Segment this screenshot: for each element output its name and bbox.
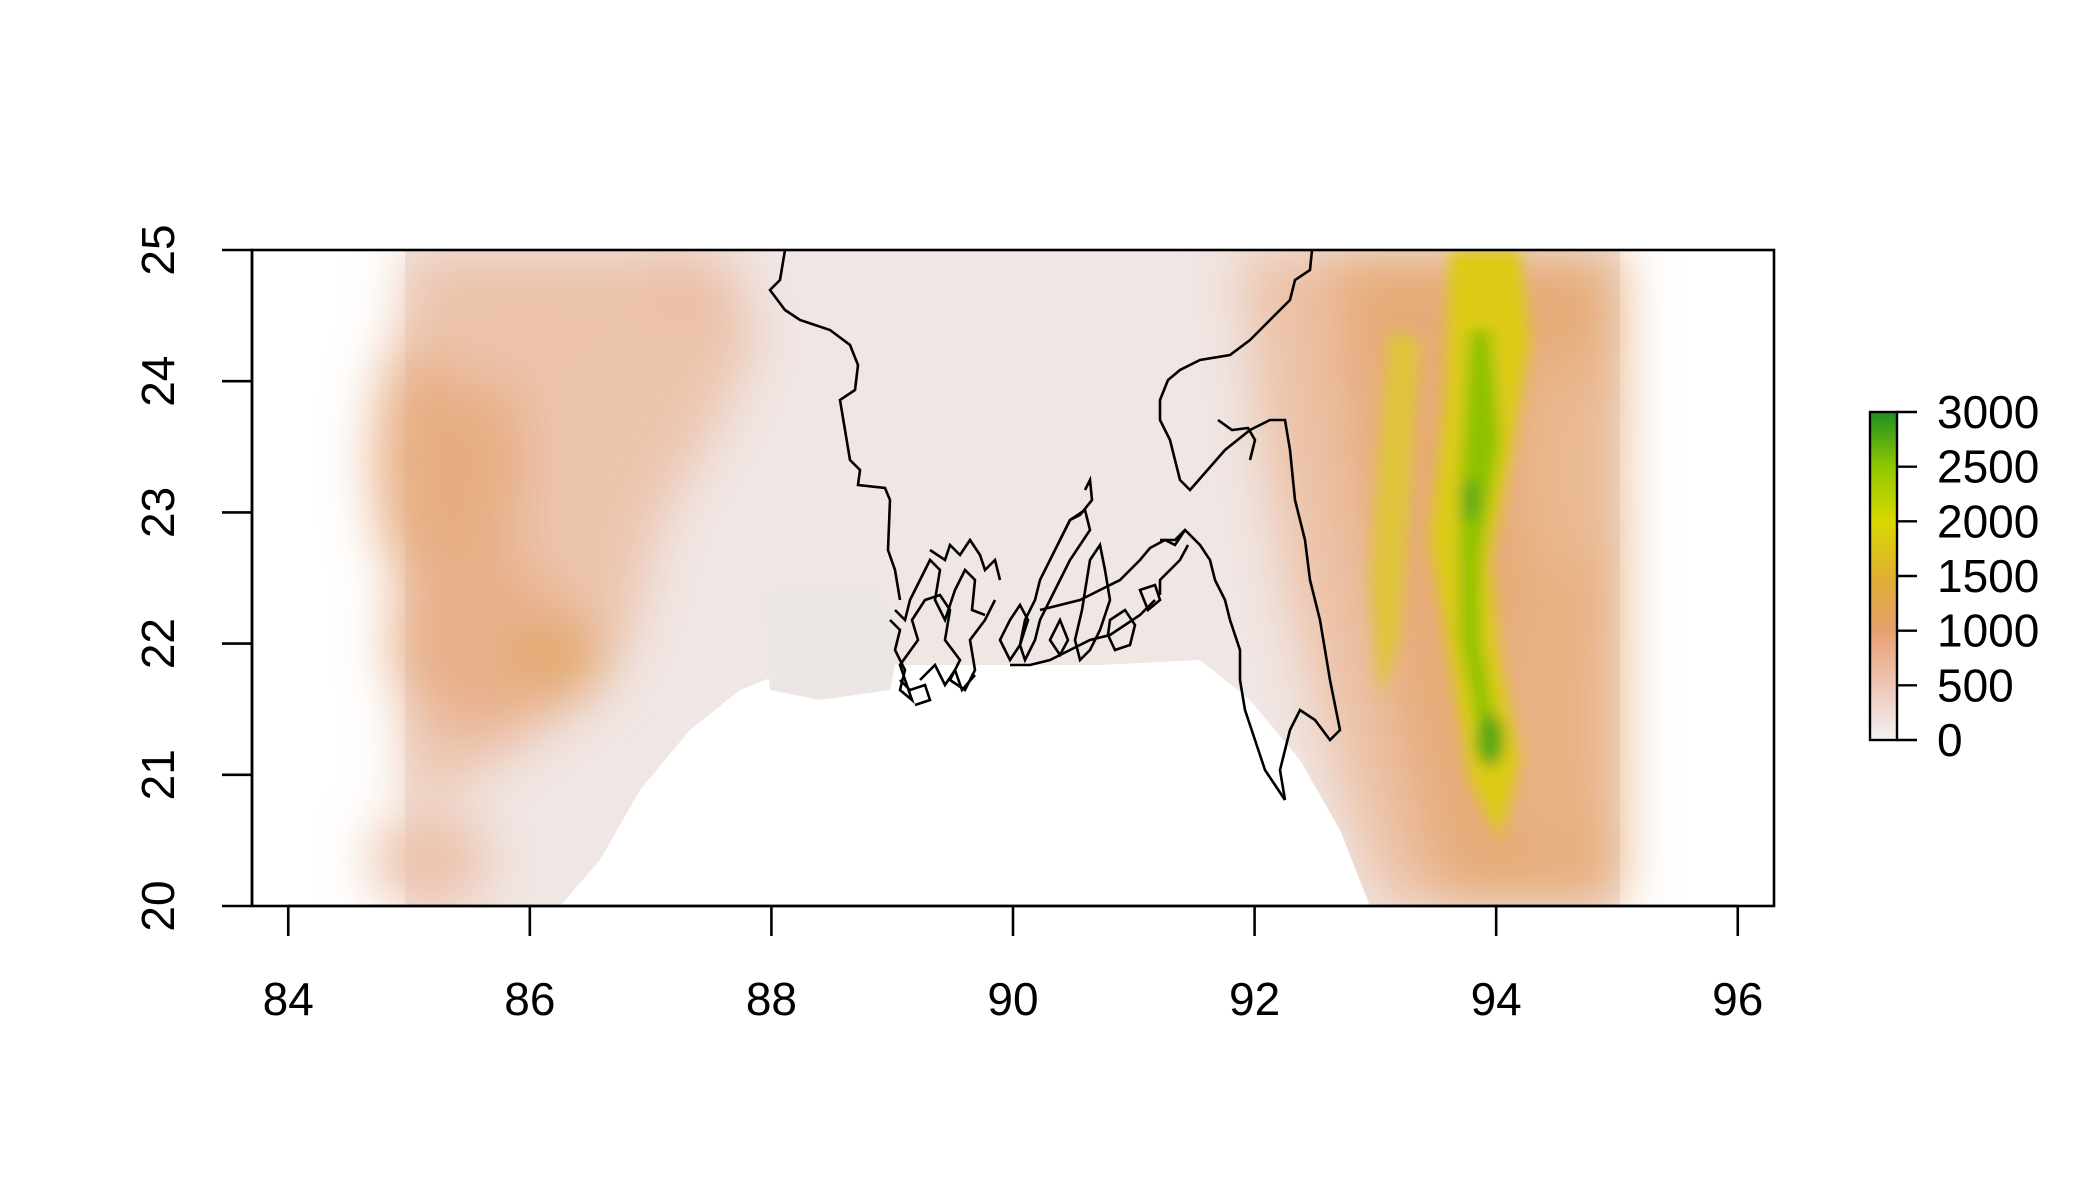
legend-tick-label: 0 [1937,714,1963,766]
legend-tick-label: 1000 [1937,605,2039,657]
x-tick-label: 84 [263,973,314,1025]
x-tick-label: 90 [987,973,1038,1025]
legend-tick-label: 2500 [1937,441,2039,493]
y-tick-label: 25 [132,224,184,275]
legend-tick-label: 500 [1937,659,2014,711]
y-tick-label: 22 [132,618,184,669]
legend-colorbar [1868,410,1899,742]
legend-tick-label: 3000 [1937,386,2039,438]
legend-tick-label: 2000 [1937,495,2039,547]
x-axis: 84 86 88 90 92 94 96 [263,904,1763,1025]
x-tick-label: 88 [746,973,797,1025]
x-tick-label: 96 [1712,973,1763,1025]
x-tick-label: 86 [504,973,555,1025]
x-tick-label: 94 [1471,973,1522,1025]
y-tick-label: 21 [132,749,184,800]
y-tick-label: 23 [132,487,184,538]
x-tick-label: 92 [1229,973,1280,1025]
country-boundaries [768,250,1342,801]
y-axis: 20 21 22 23 24 25 [132,224,254,932]
legend-tick-label: 1500 [1937,550,2039,602]
y-tick-label: 20 [132,880,184,931]
elevation-raster [370,250,1620,906]
y-tick-label: 24 [132,356,184,407]
